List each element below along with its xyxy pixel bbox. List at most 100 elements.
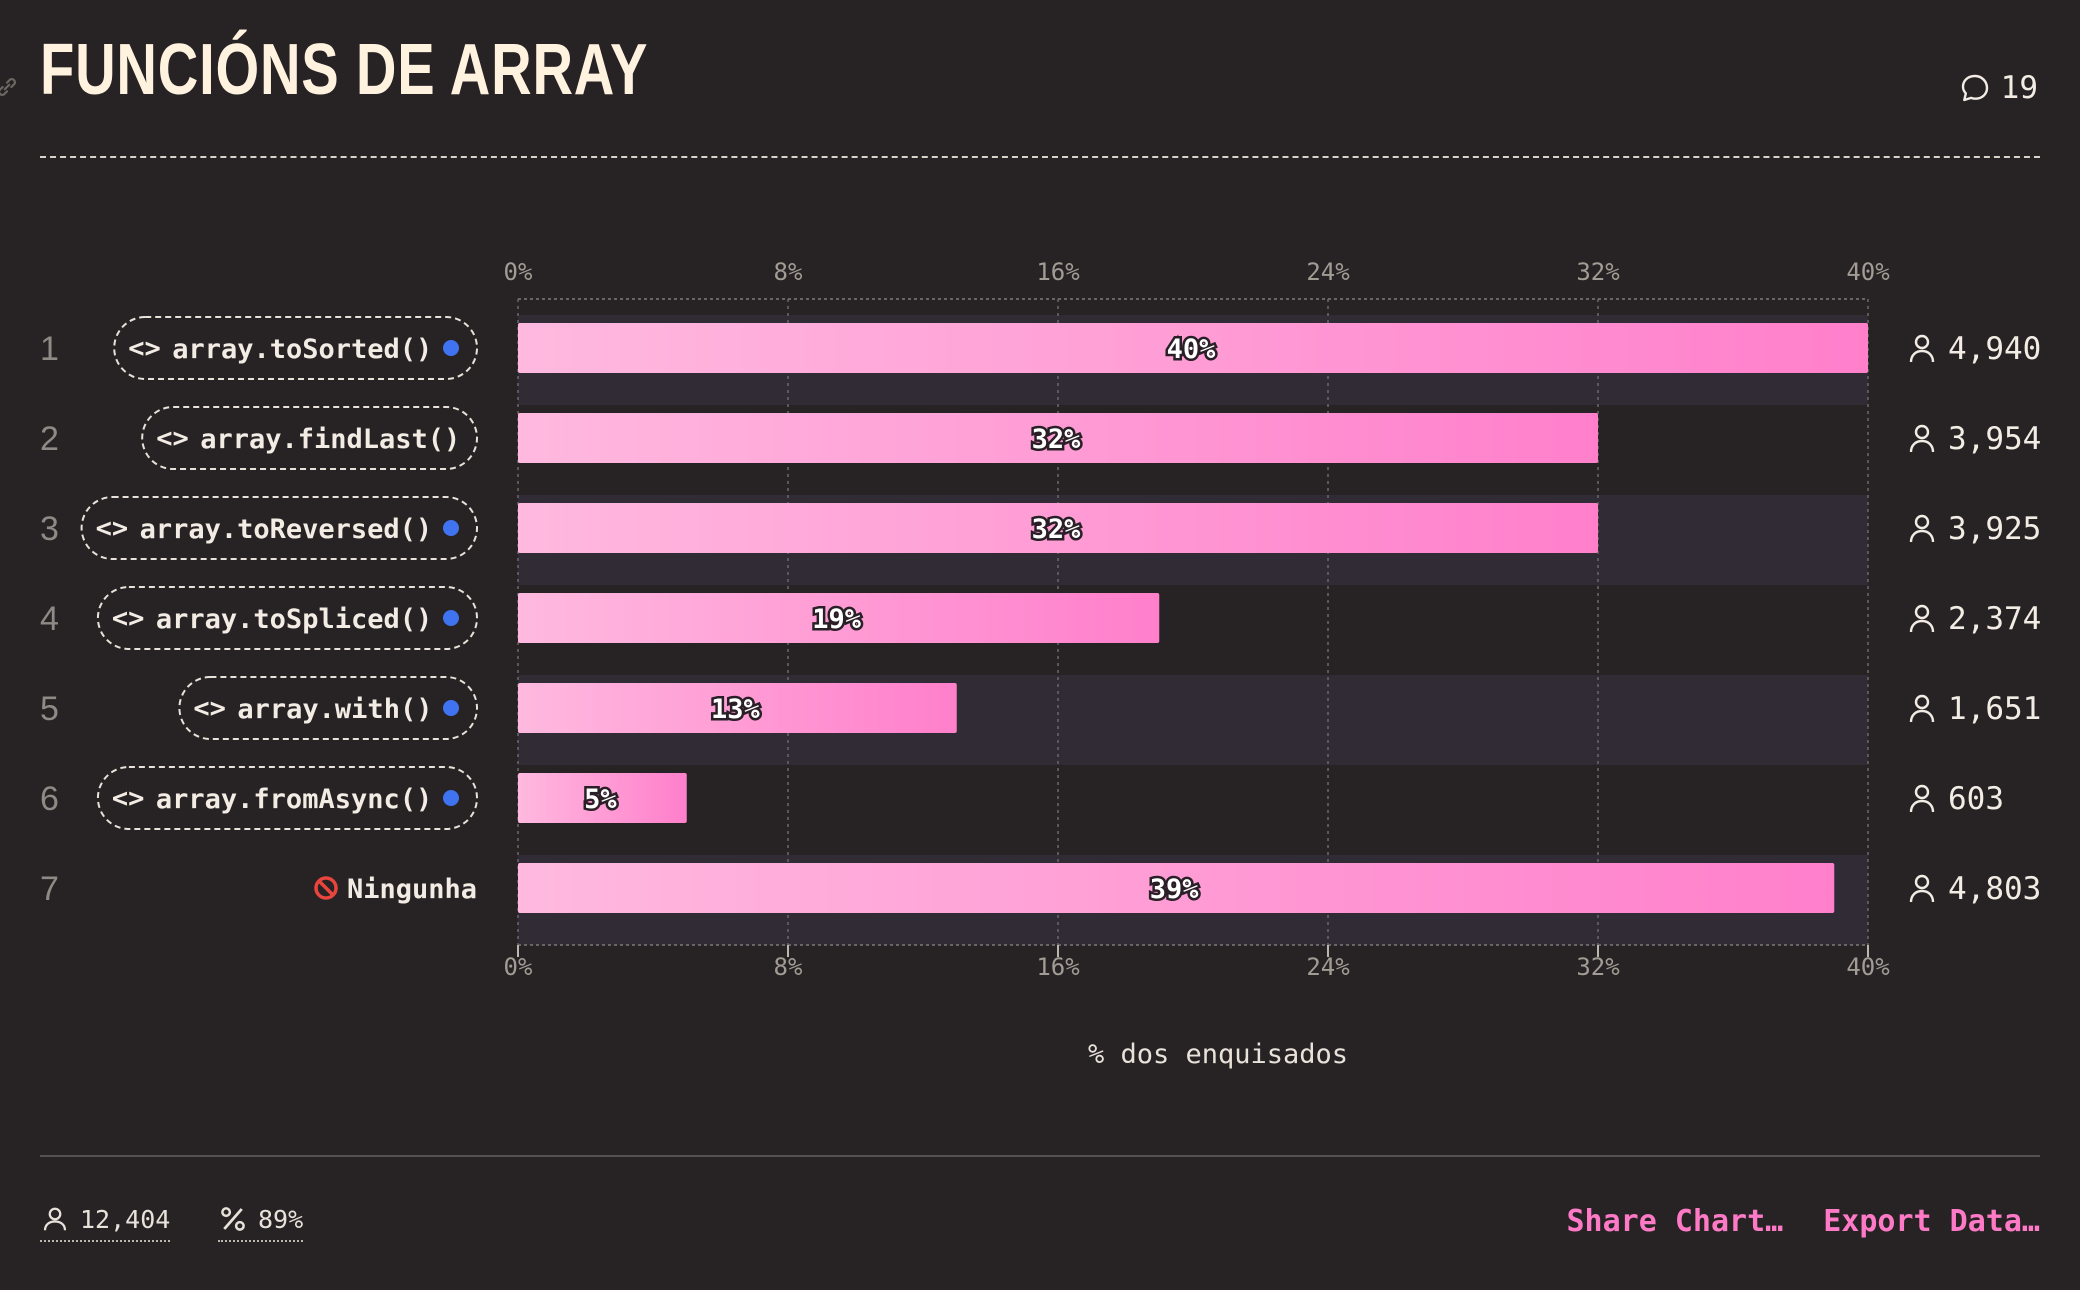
user-icon-head: [1914, 604, 1930, 620]
x-tick-label-top: 40%: [1846, 258, 1890, 286]
category-label: array.fromAsync(): [156, 784, 432, 815]
x-tick-label-top: 8%: [774, 258, 803, 286]
new-feature-dot: [443, 520, 459, 536]
new-feature-dot: [443, 700, 459, 716]
bar: [518, 593, 1160, 643]
respondent-count: 4,940: [1948, 331, 2041, 367]
code-icon: <>: [156, 423, 189, 454]
user-icon-head: [1914, 334, 1930, 350]
x-tick-label-bottom: 24%: [1306, 953, 1350, 981]
category-label: Ningunha: [347, 874, 477, 905]
x-tick-label-top: 16%: [1036, 258, 1080, 286]
bar-value-label: 40%: [1167, 334, 1217, 365]
page-title: FUNCIÓNS DE ARRAY: [40, 30, 649, 110]
header-divider: [40, 156, 2040, 158]
user-icon: [1909, 604, 1935, 633]
rank-number: 6: [40, 780, 59, 818]
bar: [518, 683, 957, 733]
link-icon[interactable]: [0, 74, 20, 100]
category-label: array.findLast(): [200, 424, 460, 455]
respondent-count: 1,651: [1948, 691, 2041, 727]
user-icon: [43, 1207, 67, 1231]
rank-number: 2: [40, 420, 59, 458]
percentage-stat[interactable]: 89%: [218, 1204, 304, 1242]
code-icon: <>: [128, 333, 161, 364]
rank-number: 3: [40, 510, 59, 548]
user-icon-body: [1909, 349, 1935, 363]
prohibited-icon-ring: [314, 876, 338, 900]
bar-value-label: 32%: [1032, 514, 1082, 545]
x-tick-label-top: 24%: [1306, 258, 1350, 286]
user-icon-head: [1914, 784, 1930, 800]
user-icon-head: [1914, 424, 1930, 440]
comment-icon: [1961, 74, 1988, 102]
bar: [518, 323, 1868, 373]
percentage-value: 89%: [258, 1204, 304, 1234]
user-icon-body: [1909, 799, 1935, 813]
category-label: array.with(): [237, 694, 432, 725]
user-icon: [1909, 694, 1935, 723]
user-icon-head: [1914, 514, 1930, 530]
rank-number: 5: [40, 690, 59, 728]
user-icon-body: [1909, 709, 1935, 723]
user-icon-body: [1909, 619, 1935, 633]
bar: [518, 863, 1835, 913]
respondents-stat[interactable]: 12,404: [40, 1204, 171, 1242]
respondent-count: 3,954: [1948, 421, 2041, 457]
bar-value-label: 39%: [1150, 874, 1200, 905]
code-icon: <>: [96, 513, 129, 544]
category-label: array.toSpliced(): [156, 604, 432, 635]
user-icon: [1909, 784, 1935, 813]
bar-value-label: 32%: [1032, 424, 1082, 455]
comments-button[interactable]: 19: [1959, 70, 2038, 106]
prohibited-icon-slash: [317, 879, 335, 897]
bar: [518, 773, 687, 823]
user-icon-body: [1909, 529, 1935, 543]
user-icon-head: [1914, 874, 1930, 890]
respondents-count: 12,404: [80, 1204, 171, 1234]
user-icon-head: [1914, 694, 1930, 710]
user-icon: [1909, 334, 1935, 363]
rank-number: 4: [40, 600, 59, 638]
feature-pill: [96, 586, 479, 650]
bar: [518, 503, 1598, 553]
code-icon: <>: [193, 693, 226, 724]
bar-chart: 40% 32% 32% 19% 13% 5% 39% 0% 8% 16% 24% 32% 40% 0%…: [40, 258, 2041, 1070]
user-icon: [1909, 874, 1935, 903]
category-label: array.toSorted(): [172, 334, 432, 365]
feature-pill: [80, 496, 478, 560]
x-tick-label-top: 0%: [504, 258, 533, 286]
feature-pill: [178, 676, 478, 740]
comments-count: 19: [2000, 70, 2038, 106]
bar-value-label: 13%: [711, 694, 761, 725]
export-data-button[interactable]: Export Data…: [1823, 1204, 2040, 1239]
rank-number: 7: [40, 870, 59, 908]
share-chart-button[interactable]: Share Chart…: [1566, 1204, 1784, 1239]
category-label: array.toReversed(): [140, 514, 433, 545]
new-feature-dot: [443, 610, 459, 626]
x-tick-label-bottom: 8%: [774, 953, 803, 981]
prohibited-icon: [314, 876, 338, 900]
user-icon: [1909, 424, 1935, 453]
new-feature-dot: [443, 340, 459, 356]
respondent-count: 4,803: [1948, 871, 2041, 907]
respondent-count: 603: [1948, 781, 2004, 817]
rank-number: 1: [40, 330, 59, 368]
new-feature-dot: [443, 790, 459, 806]
user-icon-body: [1909, 889, 1935, 903]
feature-pill: [96, 766, 479, 830]
bar: [518, 413, 1598, 463]
respondent-count: 3,925: [1948, 511, 2041, 547]
x-axis-title: % dos enquisados: [1088, 1039, 1348, 1070]
feature-pill: [141, 406, 478, 470]
x-tick-label-bottom: 32%: [1576, 953, 1620, 981]
x-tick-label-bottom: 16%: [1036, 953, 1080, 981]
x-tick-label-bottom: 0%: [504, 953, 533, 981]
percent-icon: [221, 1207, 245, 1231]
x-tick-label-top: 32%: [1576, 258, 1620, 286]
x-tick-label-bottom: 40%: [1846, 953, 1890, 981]
bar-value-label: 5%: [584, 784, 617, 815]
feature-pill: [113, 316, 478, 380]
code-icon: <>: [112, 603, 145, 634]
code-icon: <>: [112, 783, 145, 814]
